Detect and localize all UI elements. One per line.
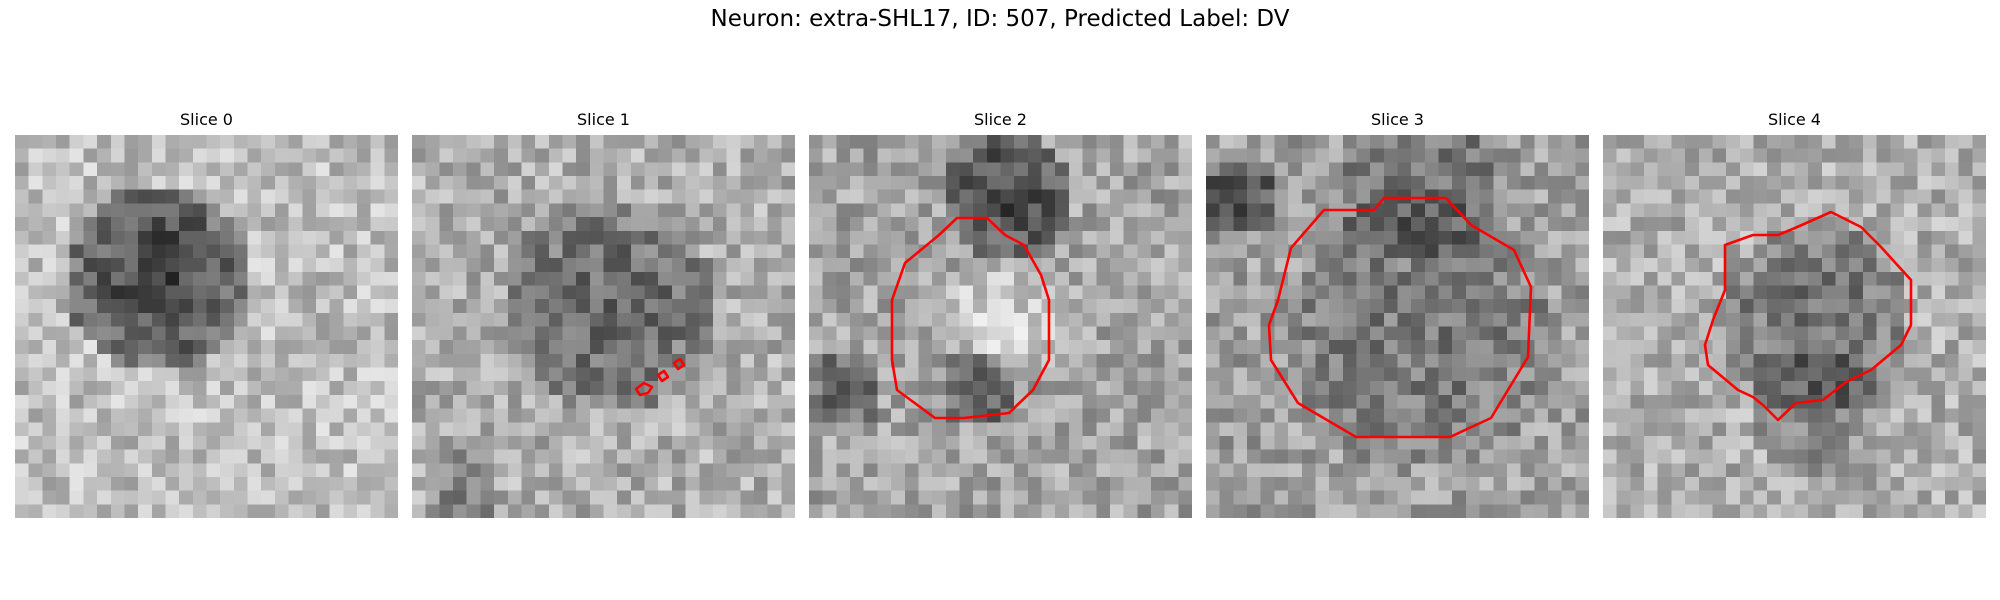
contour-overlay xyxy=(634,357,686,397)
contour-path xyxy=(634,381,654,397)
slice-image xyxy=(412,135,795,518)
slice-title: Slice 0 xyxy=(180,110,233,129)
contour-path xyxy=(1703,210,1913,422)
slice-image xyxy=(1603,135,1986,518)
slice-panel-3: Slice 3 xyxy=(1206,108,1589,518)
contour-overlay xyxy=(1703,210,1913,422)
slice-title: Slice 3 xyxy=(1371,110,1424,129)
grayscale-slice-image xyxy=(15,135,398,518)
slice-title: Slice 1 xyxy=(577,110,630,129)
slice-panel-4: Slice 4 xyxy=(1603,108,1986,518)
grayscale-slice-image xyxy=(1603,135,1986,518)
grayscale-slice-image xyxy=(412,135,795,518)
slice-image xyxy=(809,135,1192,518)
slice-title: Slice 4 xyxy=(1768,110,1821,129)
figure-title: Neuron: extra-SHL17, ID: 507, Predicted … xyxy=(710,6,1290,32)
slice-panel-0: Slice 0 xyxy=(15,108,398,518)
contour-overlay xyxy=(890,216,1051,420)
slice-panel-2: Slice 2 xyxy=(809,108,1192,518)
contour-path xyxy=(672,357,686,371)
contour-path xyxy=(1267,196,1533,439)
grayscale-slice-image xyxy=(809,135,1192,518)
contour-overlay xyxy=(1267,196,1533,439)
slice-title: Slice 2 xyxy=(974,110,1027,129)
slice-panel-1: Slice 1 xyxy=(412,108,795,518)
contour-path xyxy=(656,369,670,383)
slice-image xyxy=(15,135,398,518)
contour-path xyxy=(890,216,1051,420)
slice-image xyxy=(1206,135,1589,518)
